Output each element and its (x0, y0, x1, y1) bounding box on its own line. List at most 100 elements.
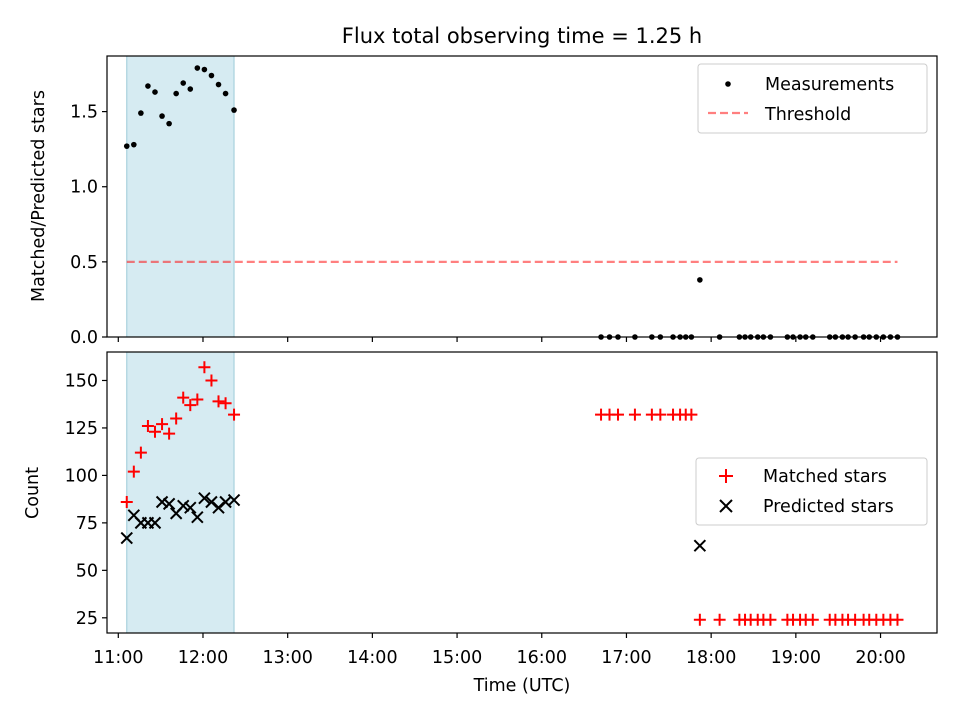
legend-matched-marker (719, 469, 733, 483)
top-legend-box (697, 63, 928, 134)
x-tick-label: 15:00 (432, 648, 482, 668)
matched-star-point (219, 397, 232, 410)
predicted-star-point (148, 516, 162, 530)
matched-star-point (713, 613, 726, 626)
matched-star-point (191, 393, 204, 406)
top-axes-frame (106, 55, 938, 338)
predicted-star-point (184, 501, 197, 514)
x-tick-label: 12:00 (178, 648, 228, 668)
bottom-y-tick-label: 100 (65, 466, 98, 486)
measurement-point (123, 143, 130, 149)
bottom-y-tick-label: 75 (76, 514, 98, 534)
matched-star-point (806, 613, 819, 626)
predicted-stars-series (120, 491, 707, 552)
matched-star-point (205, 374, 218, 387)
bottom-axes-frame (106, 351, 938, 634)
x-tick-label: 16:00 (517, 648, 567, 668)
matched-star-point (170, 412, 183, 425)
legend-measurements-marker (725, 81, 731, 87)
bottom-shaded-span (126, 351, 235, 634)
matched-star-point (127, 465, 140, 478)
top-x-ticks (117, 337, 882, 342)
measurement-point (222, 90, 229, 97)
bottom-legend: Matched stars Predicted stars (695, 457, 928, 526)
bottom-y-tick-label: 50 (76, 561, 98, 581)
predicted-star-point (191, 510, 204, 524)
matched-star-point (693, 613, 706, 626)
measurement-point (159, 113, 165, 119)
matched-star-point (685, 408, 698, 421)
measurement-point (208, 72, 215, 79)
matched-star-point (198, 361, 211, 374)
predicted-star-point (155, 495, 169, 509)
matched-star-point (141, 420, 154, 433)
measurement-point (180, 80, 187, 86)
legend-measurements-label: Measurements (765, 75, 894, 95)
bottom-y-axis-label: Count (23, 467, 43, 519)
top-y-tick-label: 1.0 (70, 178, 98, 198)
bottom-x-ticks: 11:00 12:00 13:00 14:00 15:00 16:00 17:00 18:00… (93, 633, 906, 668)
predicted-star-point (227, 493, 241, 507)
measurement-point (166, 120, 172, 127)
bottom-legend-box (695, 457, 928, 526)
bottom-axes: 25 50 75 100 125 150 11:00 12:00 13:00 14:00 15:0… (23, 351, 938, 696)
measurement-point (131, 141, 137, 148)
matched-star-point (628, 408, 641, 421)
measurement-point (215, 81, 222, 88)
measurements-series (123, 65, 901, 340)
measurement-point (201, 66, 208, 73)
matched-star-point (148, 425, 161, 438)
matched-stars-series (120, 361, 904, 626)
x-tick-label: 11:00 (93, 648, 143, 668)
x-axis-label: Time (UTC) (473, 676, 571, 696)
top-y-axis-label: Matched/Predicted stars (29, 90, 49, 302)
measurement-point (173, 90, 179, 97)
top-legend: Measurements Threshold (697, 63, 928, 134)
x-tick-label: 13:00 (262, 648, 312, 668)
bottom-y-tick-label: 150 (65, 371, 98, 391)
matched-star-point (156, 418, 169, 431)
top-y-tick-label: 1.5 (70, 103, 98, 123)
x-tick-label: 17:00 (601, 648, 651, 668)
predicted-star-point (120, 531, 133, 545)
measurement-point (697, 277, 703, 283)
chart-title: Flux total observing time = 1.25 h (342, 24, 702, 48)
bottom-y-tick-label: 125 (65, 419, 98, 439)
matched-star-point (163, 427, 176, 440)
matched-star-point (891, 613, 904, 626)
predicted-star-point (162, 497, 176, 511)
measurement-point (194, 65, 201, 71)
measurement-point (138, 110, 144, 116)
top-y-tick-label: 0.5 (70, 253, 98, 273)
predicted-star-point (693, 539, 707, 552)
legend-matched-label: Matched stars (763, 467, 887, 487)
x-tick-label: 20:00 (855, 648, 905, 668)
bottom-y-tick-label: 25 (76, 609, 98, 629)
measurement-point (231, 107, 237, 113)
predicted-star-point (177, 499, 190, 512)
matched-star-point (120, 495, 133, 508)
predicted-star-point (198, 491, 211, 505)
measurement-point (145, 83, 151, 89)
top-shaded-span (126, 55, 235, 338)
x-tick-label: 18:00 (686, 648, 736, 668)
legend-threshold-label: Threshold (764, 105, 851, 125)
matched-star-point (228, 408, 241, 421)
matched-star-point (611, 408, 624, 421)
x-tick-label: 19:00 (771, 648, 821, 668)
legend-predicted-label: Predicted stars (763, 497, 894, 517)
matched-star-point (177, 391, 190, 404)
bottom-y-ticks: 25 50 75 100 125 150 (65, 371, 107, 629)
top-y-ticks: 0.0 0.5 1.0 1.5 (70, 103, 107, 348)
top-axes: 0.0 0.5 1.0 1.5 Matched/Predicted stars Mea… (29, 55, 938, 348)
measurement-point (187, 86, 194, 92)
matched-star-point (134, 446, 147, 459)
x-tick-label: 14:00 (347, 648, 397, 668)
measurement-point (152, 89, 158, 95)
matched-star-point (764, 613, 777, 626)
matched-star-point (654, 408, 667, 421)
matched-star-point (212, 395, 225, 408)
legend-predicted-marker (719, 499, 733, 513)
top-y-tick-label: 0.0 (70, 328, 98, 348)
